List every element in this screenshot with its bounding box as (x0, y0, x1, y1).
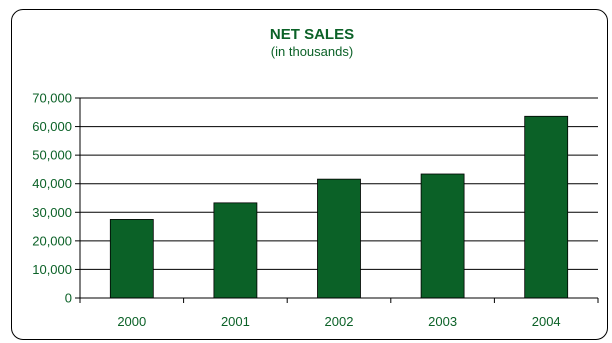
x-tick-label: 2004 (532, 314, 561, 329)
y-tick-label: 50,000 (32, 148, 72, 163)
y-tick-label: 0 (65, 291, 72, 306)
x-tick-label: 2001 (221, 314, 250, 329)
gridlines (80, 97, 598, 270)
y-tick-labels: 0 10,000 20,000 30,000 40,000 50,000 60,000 70,… (32, 91, 72, 306)
bar-2000 (109, 219, 154, 299)
bar-2003 (420, 173, 465, 299)
bar-2001 (213, 202, 258, 299)
x-tick-labels: 2000 2001 2002 2003 2004 (117, 314, 560, 329)
x-tick-label: 2002 (325, 314, 354, 329)
chart-subtitle: (in thousands) (271, 44, 353, 59)
bar-2004 (524, 115, 569, 299)
y-tick-label: 70,000 (32, 91, 72, 106)
y-tick-label: 10,000 (32, 262, 72, 277)
chart-title: NET SALES (270, 26, 354, 43)
axes (75, 97, 599, 303)
y-tick-label: 40,000 (32, 176, 72, 191)
y-tick-label: 20,000 (32, 233, 72, 248)
y-tick-label: 60,000 (32, 119, 72, 134)
y-tick-label: 30,000 (32, 205, 72, 220)
bars (109, 115, 569, 299)
bar-2002 (317, 178, 361, 299)
x-tick-label: 2003 (428, 314, 457, 329)
x-tick-label: 2000 (117, 314, 146, 329)
